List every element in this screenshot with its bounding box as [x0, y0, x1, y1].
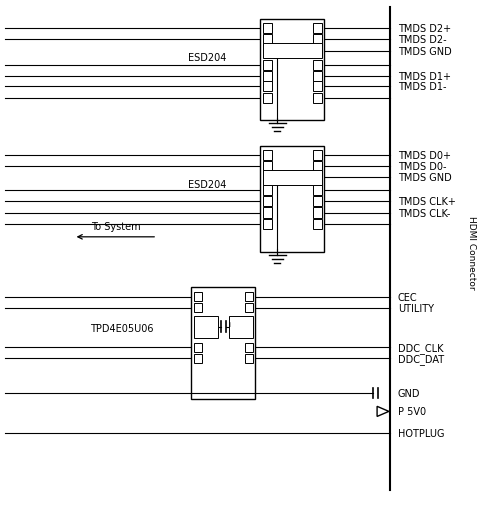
Bar	[313, 220, 322, 230]
Text: UTILITY: UTILITY	[398, 303, 434, 313]
Bar	[263, 220, 272, 230]
Bar	[313, 24, 322, 34]
Bar	[263, 82, 272, 92]
Bar	[263, 208, 272, 218]
Bar	[191, 288, 255, 399]
Bar	[245, 354, 253, 363]
Text: HOTPLUG: HOTPLUG	[398, 428, 444, 438]
Bar	[313, 35, 322, 45]
Bar	[263, 61, 272, 71]
Text: TMDS GND: TMDS GND	[398, 173, 451, 183]
Text: i: i	[228, 322, 230, 328]
Bar	[313, 162, 322, 172]
Bar	[263, 197, 272, 207]
Bar	[263, 93, 272, 104]
Bar	[313, 82, 322, 92]
Text: TPD4E05U06: TPD4E05U06	[90, 323, 153, 333]
Text: TMDS D1-: TMDS D1-	[398, 82, 446, 92]
Text: TMDS GND: TMDS GND	[398, 46, 451, 57]
Text: HDMI Connector: HDMI Connector	[467, 216, 476, 289]
Bar	[245, 292, 253, 301]
Bar	[313, 61, 322, 71]
Text: TMDS CLK-: TMDS CLK-	[398, 208, 450, 218]
Bar	[313, 72, 322, 82]
Bar	[313, 197, 322, 207]
Bar	[313, 93, 322, 104]
Bar	[260, 146, 324, 252]
Bar	[263, 24, 272, 34]
Bar	[263, 162, 272, 172]
Bar	[313, 150, 322, 161]
Text: TMDS D0+: TMDS D0+	[398, 150, 451, 161]
Text: DDC_CLK: DDC_CLK	[398, 342, 443, 353]
Text: TMDS D1+: TMDS D1+	[398, 72, 451, 82]
Bar	[194, 343, 202, 352]
Bar	[194, 316, 218, 339]
Text: TMDS CLK+: TMDS CLK+	[398, 197, 456, 207]
Bar	[229, 316, 253, 339]
Polygon shape	[377, 407, 389, 417]
Bar	[313, 208, 322, 218]
Bar	[194, 292, 202, 301]
Text: TMDS D2+: TMDS D2+	[398, 24, 451, 34]
Text: DDC_DAT: DDC_DAT	[398, 353, 444, 364]
Text: ESD204: ESD204	[189, 53, 227, 63]
Bar	[194, 354, 202, 363]
Bar	[263, 72, 272, 82]
Text: TMDS D0-: TMDS D0-	[398, 162, 446, 172]
Bar	[263, 44, 322, 59]
Bar	[245, 343, 253, 352]
Text: GND: GND	[398, 388, 420, 398]
Bar	[263, 186, 272, 196]
Text: ESD204: ESD204	[189, 179, 227, 189]
Bar	[260, 20, 324, 121]
Bar	[263, 35, 272, 45]
Bar	[245, 304, 253, 313]
Bar	[263, 150, 272, 161]
Bar	[263, 170, 322, 185]
Bar	[313, 186, 322, 196]
Text: P 5V0: P 5V0	[398, 407, 426, 417]
Text: TMDS D2-: TMDS D2-	[398, 35, 446, 45]
Bar	[194, 304, 202, 313]
Text: CEC: CEC	[398, 292, 417, 302]
Text: To System: To System	[90, 221, 140, 231]
